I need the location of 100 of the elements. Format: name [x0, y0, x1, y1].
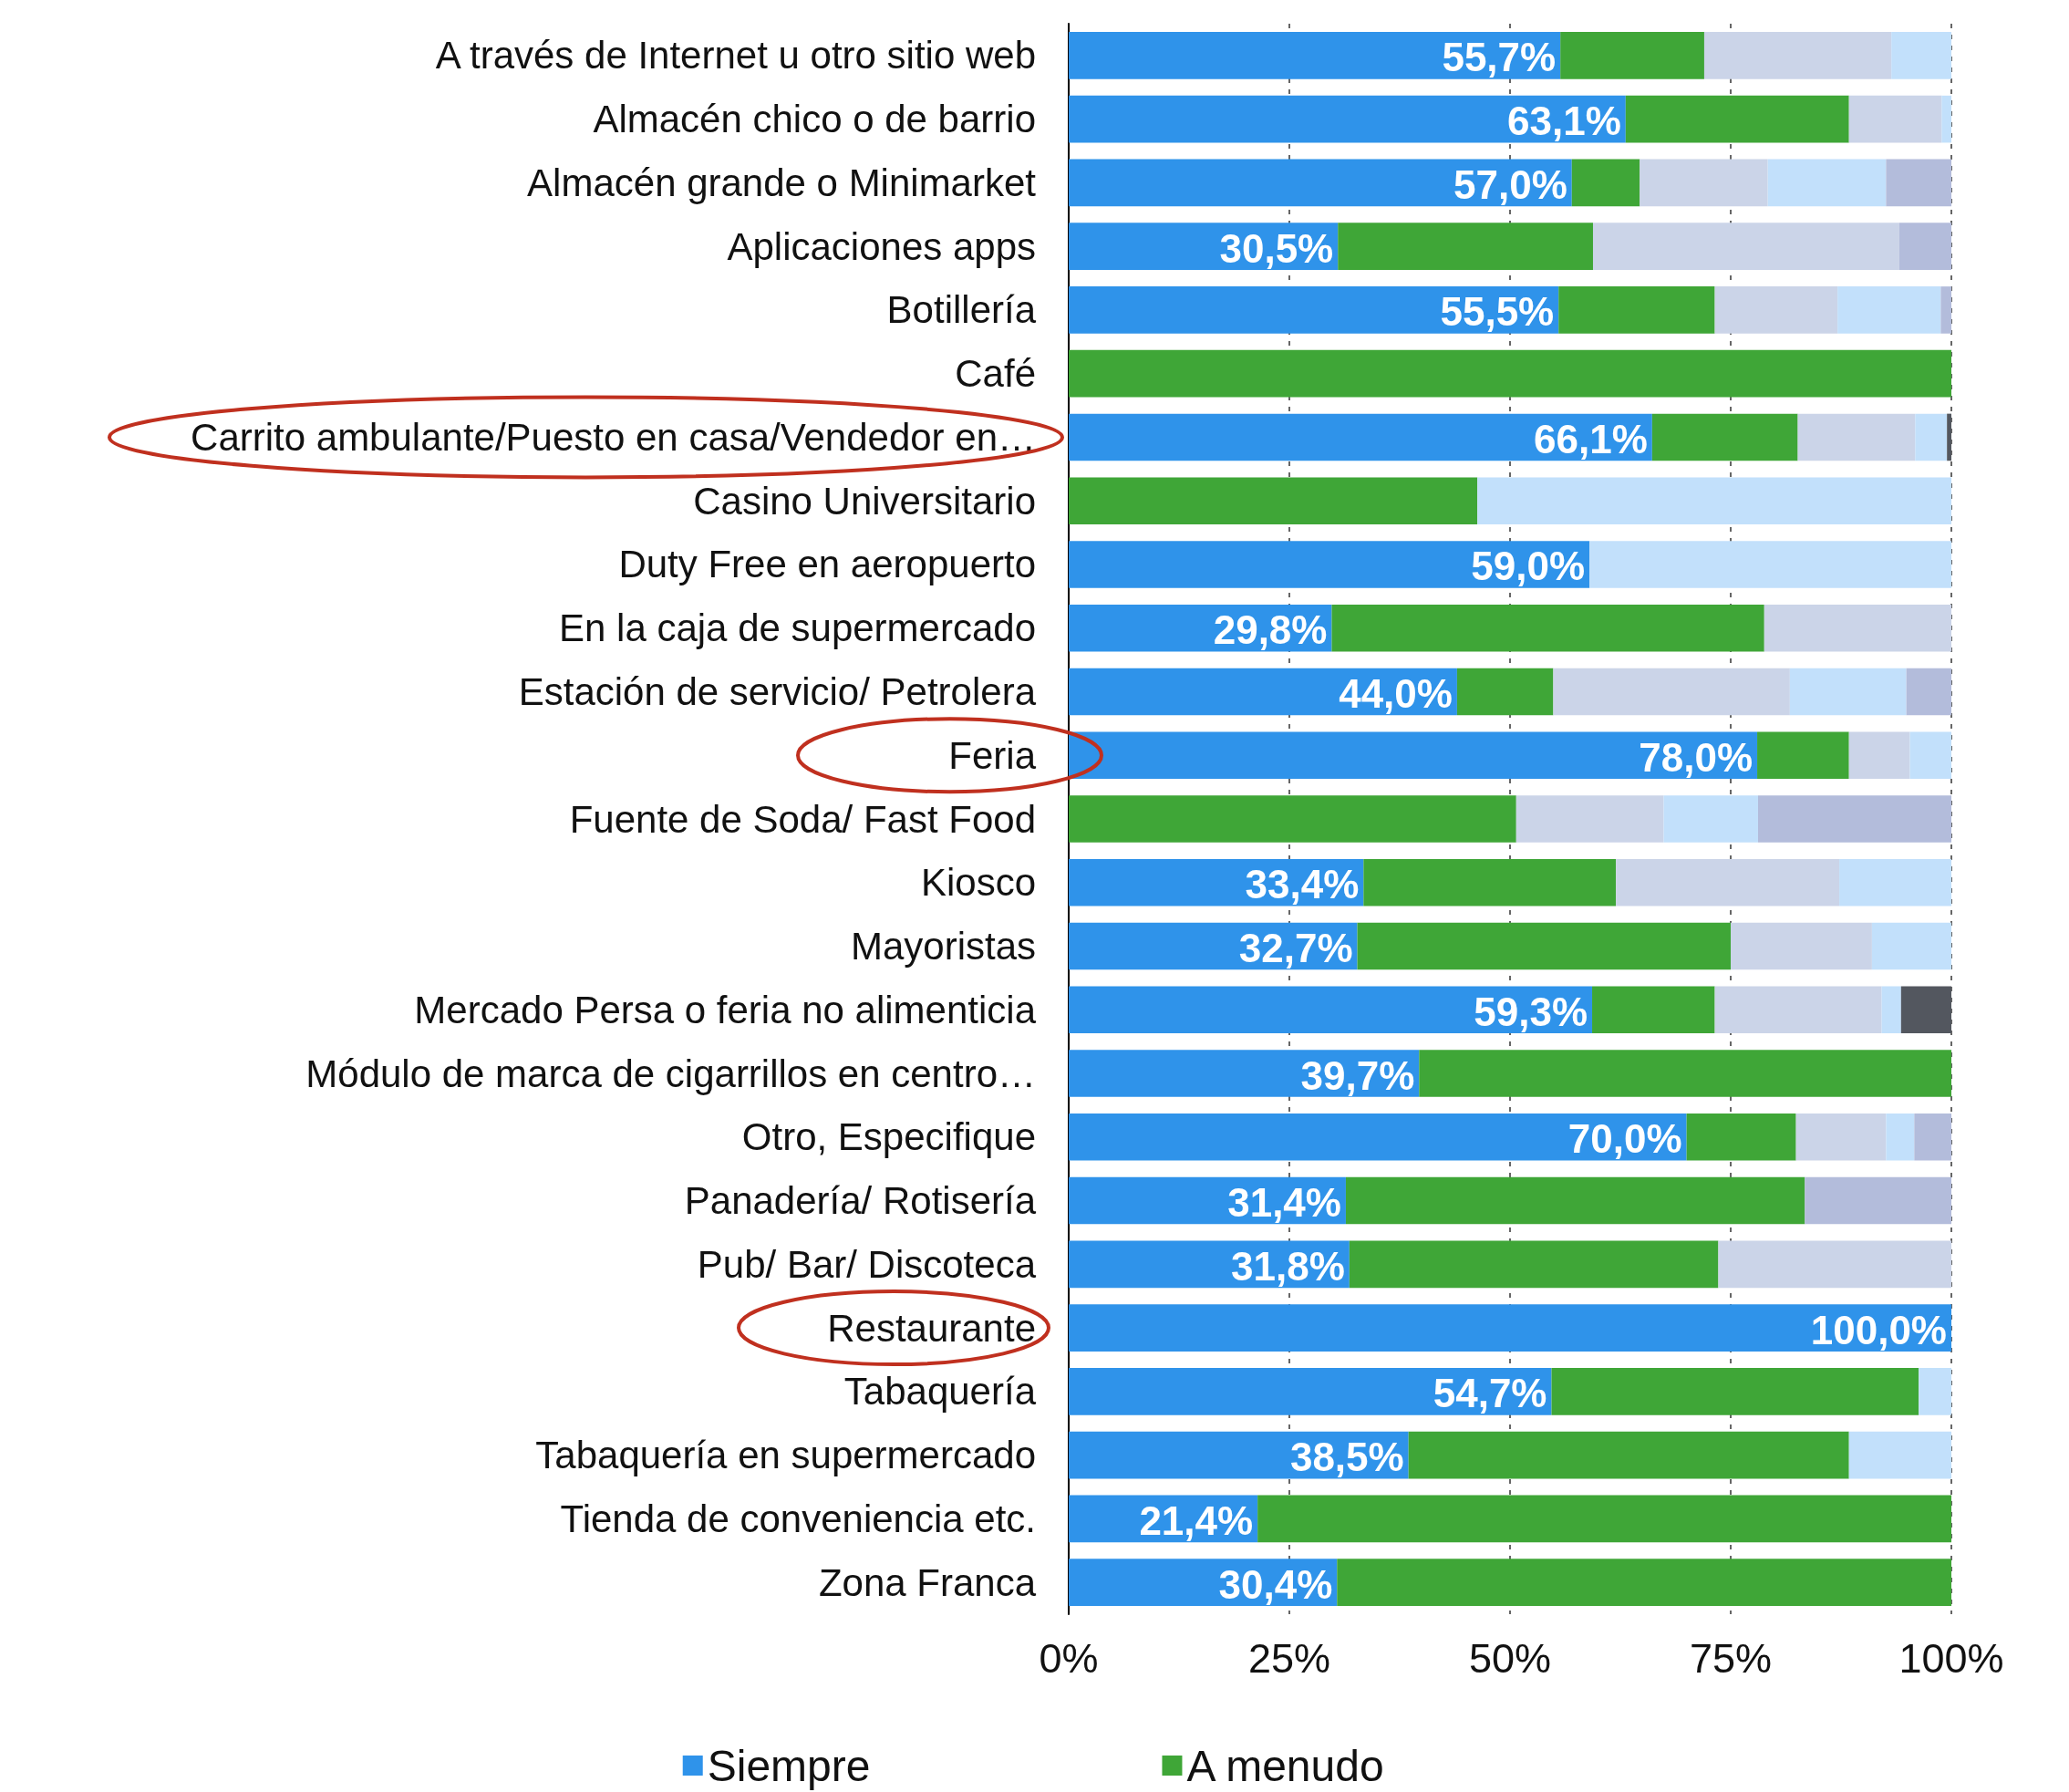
data-label: 59,0%	[1471, 544, 1586, 589]
y-tick-label: En la caja de supermercado	[559, 606, 1036, 650]
data-label: 70,0%	[1567, 1116, 1682, 1162]
bar	[1914, 1113, 1951, 1161]
bar	[1069, 349, 1951, 398]
bar	[1069, 477, 1478, 525]
y-tick-label: Café	[955, 352, 1036, 396]
bar	[1571, 159, 1640, 207]
bar	[1419, 1050, 1951, 1097]
bar	[1069, 159, 1572, 207]
bar	[1789, 668, 1907, 716]
data-label: 21,4%	[1139, 1497, 1254, 1543]
bar	[1337, 1559, 1951, 1606]
data-label: 33,4%	[1245, 862, 1360, 907]
y-tick-label: Duty Free en aeropuerto	[618, 543, 1036, 586]
y-tick-label: Pub/ Bar/ Discoteca	[697, 1242, 1037, 1286]
bar	[1456, 668, 1554, 716]
y-tick-label: A través de Internet u otro sitio web	[435, 34, 1036, 78]
data-label: 39,7%	[1300, 1052, 1415, 1098]
y-tick-label: Tabaquería	[843, 1370, 1037, 1414]
bar	[1069, 413, 1652, 461]
y-tick-label: Kiosco	[920, 861, 1036, 905]
bar	[1898, 223, 1951, 270]
y-tick-label: Restaurante	[827, 1306, 1036, 1350]
y-tick-label: Mercado Persa o feria no alimenticia	[414, 988, 1037, 1031]
bar	[1663, 795, 1759, 843]
bar	[1797, 413, 1916, 461]
y-tick-label: Estación de servicio/ Petrolera	[518, 669, 1037, 713]
y-tick-label: Carrito ambulante/Puesto en casa/Vendedor en…	[191, 415, 1036, 459]
bar	[1069, 1304, 1951, 1352]
bar	[1915, 413, 1948, 461]
bar	[1900, 986, 1951, 1034]
data-label: 31,4%	[1227, 1180, 1341, 1226]
y-tick-label: Fuente de Soda/ Fast Food	[569, 797, 1036, 841]
bar	[1718, 1240, 1951, 1289]
bar	[1553, 668, 1790, 716]
data-label: 100,0%	[1810, 1307, 1947, 1352]
bar	[1069, 986, 1593, 1034]
y-tick-label: Mayoristas	[850, 925, 1036, 969]
bar	[1940, 286, 1951, 334]
bar	[1947, 413, 1951, 461]
y-tick-label: Feria	[948, 733, 1037, 777]
data-label: 66,1%	[1534, 416, 1648, 461]
bar	[1338, 223, 1593, 270]
bar	[1349, 1240, 1719, 1289]
bar	[1703, 32, 1892, 79]
bar	[1069, 1368, 1552, 1415]
x-tick-label: 75%	[1689, 1635, 1773, 1682]
bar	[1714, 286, 1838, 334]
bar	[1871, 922, 1951, 970]
data-label: 29,8%	[1213, 607, 1328, 653]
y-tick-label: Panadería/ Rotisería	[684, 1179, 1037, 1223]
y-tick-label: Aplicaciones apps	[727, 224, 1036, 268]
bar	[1257, 1495, 1951, 1543]
bar	[1886, 1113, 1915, 1161]
bar	[1357, 922, 1731, 970]
bar	[1560, 32, 1704, 79]
bar	[1795, 1113, 1887, 1161]
data-label: 30,4%	[1218, 1561, 1333, 1607]
data-label: 30,5%	[1219, 225, 1334, 271]
bar	[1477, 477, 1951, 525]
bar	[1345, 1176, 1805, 1225]
bar	[1069, 1050, 1420, 1097]
x-tick-label: 50%	[1468, 1635, 1552, 1682]
bar	[1592, 223, 1899, 270]
data-label: 44,0%	[1339, 670, 1453, 716]
bar	[1714, 986, 1882, 1034]
bar	[1686, 1113, 1796, 1161]
bar	[1640, 159, 1768, 207]
data-label: 32,7%	[1238, 926, 1353, 971]
bar	[1408, 1431, 1849, 1479]
bar	[1731, 922, 1872, 970]
legend-label: Siempre	[707, 1741, 871, 1790]
y-tick-label: Otro, Especifique	[741, 1115, 1036, 1159]
bar	[1589, 541, 1951, 588]
bar	[1069, 668, 1457, 716]
bar	[1906, 668, 1951, 716]
data-label: 55,5%	[1440, 289, 1555, 335]
bar	[1616, 858, 1840, 906]
bar	[1651, 413, 1798, 461]
bar	[1757, 731, 1849, 780]
data-label: 31,8%	[1231, 1243, 1345, 1289]
bar	[1909, 731, 1951, 780]
y-tick-label: Tabaquería en supermercado	[535, 1434, 1036, 1477]
bar	[1891, 32, 1951, 79]
bar	[1558, 286, 1715, 334]
data-label: 59,3%	[1474, 989, 1588, 1034]
y-tick-label: Módulo de marca de cigarrillos en centro…	[305, 1051, 1036, 1095]
bar	[1886, 159, 1951, 207]
bar	[1516, 795, 1664, 843]
bar	[1848, 1431, 1951, 1479]
bar	[1764, 604, 1951, 652]
y-tick-label: Tienda de conveniencia etc.	[560, 1497, 1036, 1540]
x-tick-label: 0%	[1039, 1635, 1099, 1682]
bar	[1551, 1368, 1919, 1415]
y-tick-label: Zona Franca	[818, 1560, 1037, 1604]
y-tick-label: Almacén chico o de barrio	[593, 98, 1036, 141]
bar	[1069, 795, 1516, 843]
data-label: 63,1%	[1507, 98, 1621, 144]
y-tick-label: Botillería	[886, 288, 1037, 332]
